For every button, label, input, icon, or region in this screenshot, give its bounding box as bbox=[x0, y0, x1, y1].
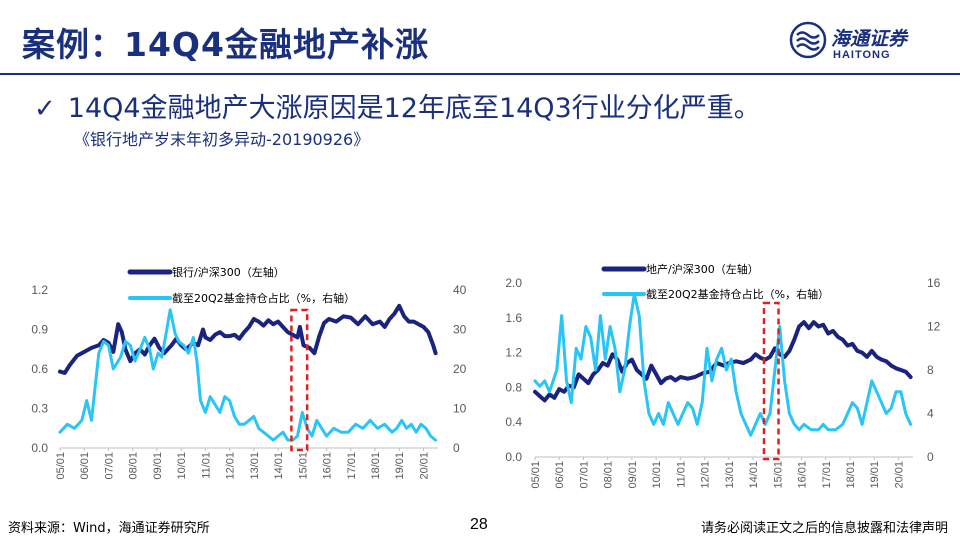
right-axis-tick-label: 4 bbox=[927, 407, 934, 421]
right-axis-tick-label: 10 bbox=[453, 402, 467, 416]
left-axis-tick-label: 0.6 bbox=[31, 362, 48, 376]
left-axis-tick-label: 1.2 bbox=[31, 283, 48, 297]
x-axis-tick-label: 16/01 bbox=[797, 461, 809, 489]
x-axis-tick-label: 12/01 bbox=[225, 452, 237, 480]
left-axis-tick-label: 0.3 bbox=[31, 402, 48, 416]
report-reference: 《银行地产岁末年初多异动-20190926》 bbox=[74, 130, 370, 149]
x-axis-tick-label: 10/01 bbox=[176, 452, 188, 480]
checkmark-icon: ✓ bbox=[34, 94, 56, 124]
x-axis-tick-label: 20/01 bbox=[418, 452, 430, 480]
x-axis-tick-label: 17/01 bbox=[346, 452, 358, 480]
right-axis-tick-label: 8 bbox=[927, 363, 934, 377]
legal-disclaimer: 请务必阅读正文之后的信息披露和法律声明 bbox=[700, 521, 948, 536]
fund-holding-line bbox=[58, 308, 438, 442]
highlight-box-14q4 bbox=[762, 301, 780, 461]
right-axis-tick-label: 0 bbox=[927, 450, 934, 464]
x-axis-tick-label: 16/01 bbox=[322, 452, 334, 480]
key-point-text: 14Q4金融地产大涨原因是12年底至14Q3行业分化严重。 bbox=[67, 93, 761, 124]
bank-relative-chart: 0.0 0.3 0.6 0.9 1.2 0 10 20 30 40 05/01 06/01 07/01 0… bbox=[31, 265, 466, 480]
x-axis-tick-label: 06/01 bbox=[554, 461, 566, 489]
fund-holding-line bbox=[533, 292, 913, 437]
x-axis-tick-label: 07/01 bbox=[578, 461, 590, 489]
x-axis-tick-label: 18/01 bbox=[845, 461, 857, 489]
left-axis-tick-label: 0.0 bbox=[505, 450, 522, 464]
x-axis-tick-label: 05/01 bbox=[530, 461, 542, 489]
left-axis-tick-label: 1.6 bbox=[505, 311, 522, 325]
page-title: 案例：14Q4金融地产补涨 bbox=[22, 25, 429, 64]
x-axis-tick-label: 10/01 bbox=[651, 461, 663, 489]
left-axis-tick-label: 0.8 bbox=[505, 380, 522, 394]
right-axis-tick-label: 20 bbox=[453, 362, 467, 376]
left-axis-tick-label: 2.0 bbox=[505, 276, 522, 290]
x-axis-tick-label: 15/01 bbox=[772, 461, 784, 489]
x-axis-tick-label: 18/01 bbox=[370, 452, 382, 480]
logo-english-name: HAITONG bbox=[833, 49, 891, 61]
x-axis-tick-label: 14/01 bbox=[273, 452, 285, 480]
legend-label: 地产/沪深300（左轴） bbox=[646, 262, 759, 276]
left-axis-tick-label: 0.0 bbox=[31, 441, 48, 455]
right-axis-tick-label: 40 bbox=[453, 283, 467, 297]
highlight-box-14q4 bbox=[290, 308, 309, 452]
header-divider bbox=[0, 73, 960, 75]
left-axis-tick-label: 0.9 bbox=[31, 323, 48, 337]
x-axis-tick-label: 19/01 bbox=[869, 461, 881, 489]
haitong-emblem-icon bbox=[789, 21, 827, 59]
x-axis-tick-label: 08/01 bbox=[128, 452, 140, 480]
x-axis-tick-label: 11/01 bbox=[675, 461, 687, 488]
left-axis-tick-label: 1.2 bbox=[505, 346, 522, 360]
x-axis-tick-label: 14/01 bbox=[748, 461, 760, 489]
right-axis-tick-label: 16 bbox=[927, 276, 941, 290]
x-axis-tick-label: 15/01 bbox=[297, 452, 309, 480]
x-axis-tick-label: 07/01 bbox=[103, 452, 115, 480]
page-number: 28 bbox=[470, 516, 488, 533]
legend-label: 截至20Q2基金持仓占比（%，右轴） bbox=[646, 287, 829, 301]
left-axis-tick-label: 0.4 bbox=[505, 415, 522, 429]
legend-label: 银行/沪深300（左轴） bbox=[172, 265, 285, 279]
x-axis-tick-label: 06/01 bbox=[79, 452, 91, 480]
x-axis-tick-label: 11/01 bbox=[200, 452, 212, 479]
logo-chinese-name: 海通证券 bbox=[831, 28, 908, 50]
right-axis-tick-label: 12 bbox=[927, 320, 941, 334]
data-source: 资料来源：Wind，海通证券研究所 bbox=[8, 521, 210, 536]
x-axis-tick-label: 05/01 bbox=[55, 452, 67, 480]
legend-label: 截至20Q2基金持仓占比（%，右轴） bbox=[172, 291, 355, 305]
property-relative-chart: 0.0 0.4 0.8 1.2 1.6 2.0 0 4 8 12 16 05/01 06/01 07/01… bbox=[505, 262, 940, 489]
x-axis-tick-label: 13/01 bbox=[724, 461, 736, 489]
x-axis-tick-label: 13/01 bbox=[249, 452, 261, 480]
relative-ratio-line bbox=[58, 303, 438, 375]
x-axis-tick-label: 19/01 bbox=[394, 452, 406, 480]
relative-ratio-line bbox=[533, 320, 913, 403]
x-axis-tick-label: 20/01 bbox=[893, 461, 905, 489]
right-axis-tick-label: 0 bbox=[453, 441, 460, 455]
x-axis-tick-label: 09/01 bbox=[152, 452, 164, 480]
x-axis-tick-label: 17/01 bbox=[821, 461, 833, 489]
right-axis-tick-label: 30 bbox=[453, 323, 467, 337]
haitong-logo: 海通证券 HAITONG bbox=[788, 20, 938, 68]
key-point: ✓ 14Q4金融地产大涨原因是12年底至14Q3行业分化严重。 bbox=[34, 86, 761, 125]
x-axis-tick-label: 12/01 bbox=[700, 461, 712, 489]
x-axis-tick-label: 09/01 bbox=[627, 461, 639, 489]
x-axis-tick-label: 08/01 bbox=[603, 461, 615, 489]
